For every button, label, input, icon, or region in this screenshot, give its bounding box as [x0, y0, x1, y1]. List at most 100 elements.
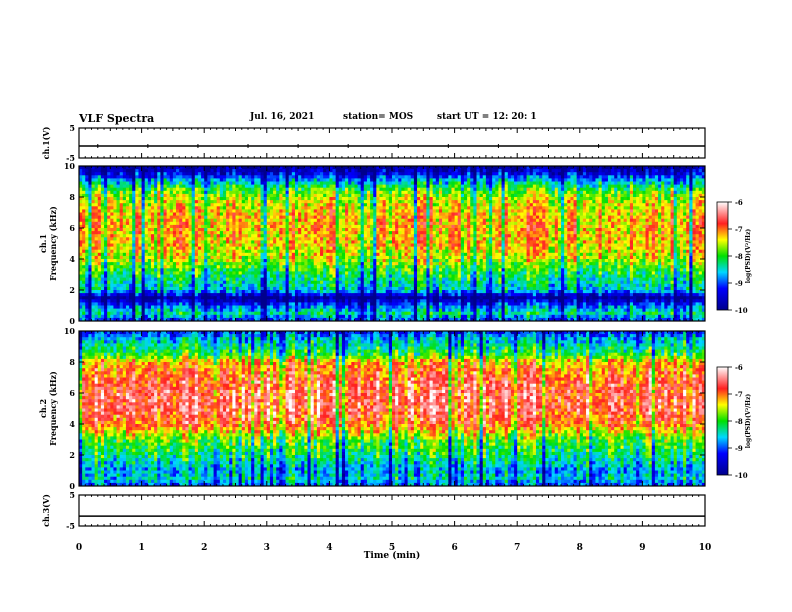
spectrogram-cell — [251, 178, 255, 182]
spectrogram-cell — [332, 296, 337, 300]
spectrogram-cell — [201, 259, 205, 263]
spectrogram-cell — [263, 215, 268, 220]
spectrogram-cell — [329, 224, 333, 229]
spectrogram-cell — [376, 271, 380, 275]
spectrogram-cell — [104, 206, 108, 210]
spectrogram-cell — [207, 274, 211, 278]
spectrogram-cell — [323, 231, 327, 235]
spectrogram-cell — [376, 218, 380, 223]
spectrogram-cell — [338, 240, 343, 244]
spectrogram-cell — [82, 299, 86, 303]
spectrogram-cell — [163, 293, 168, 297]
spectrogram-cell — [166, 243, 171, 247]
spectrogram-cell — [219, 246, 224, 251]
spectrogram-cell — [172, 290, 177, 294]
spectrogram-cell — [288, 190, 293, 195]
spectrogram-cell — [104, 259, 108, 263]
spectrogram-cell — [79, 221, 83, 226]
spectrogram-cell — [323, 317, 327, 322]
spectrogram-cell — [376, 314, 380, 319]
spectrogram-cell — [282, 224, 286, 229]
spectrogram-cell — [194, 317, 199, 322]
spectrogram-cell — [132, 252, 136, 257]
spectrogram-cell — [304, 221, 308, 226]
spectrogram-cell — [119, 296, 124, 300]
spectrogram-cell — [116, 175, 121, 179]
spectrogram-cell — [166, 237, 171, 241]
spectrogram-cell — [238, 218, 243, 223]
spectrogram-cell — [251, 172, 255, 176]
spectrogram-cell — [197, 243, 202, 247]
spectrogram-cell — [163, 280, 168, 285]
spectrogram-cell — [323, 209, 327, 213]
spectrogram-cell — [323, 197, 327, 201]
spectrogram-cell — [298, 218, 302, 223]
spectrogram-cell — [282, 277, 286, 282]
spectrogram-cell — [141, 302, 146, 306]
spectrogram-cell — [335, 277, 340, 282]
spectrogram-cell — [382, 265, 387, 269]
spectrogram-cell — [357, 200, 362, 204]
spectrogram-cell — [244, 215, 249, 220]
spectrogram-cell — [232, 255, 236, 260]
spectrogram-cell — [110, 228, 114, 232]
spectrogram-cell — [385, 197, 390, 201]
spectrogram-cell — [260, 215, 265, 220]
spectrogram-cell — [307, 228, 312, 232]
spectrogram-cell — [163, 296, 168, 300]
spectrogram-cell — [307, 184, 312, 189]
spectrogram-cell — [169, 302, 174, 306]
spectrogram-cell — [88, 175, 92, 179]
spectrogram-cell — [88, 255, 92, 260]
spectrogram-cell — [163, 243, 168, 247]
spectrogram-cell — [382, 240, 387, 244]
spectrogram-cell — [201, 187, 205, 192]
spectrogram-cell — [257, 200, 261, 204]
spectrogram-cell — [219, 234, 224, 238]
spectrogram-cell — [254, 197, 258, 201]
spectrogram-cell — [219, 283, 224, 288]
spectrogram-cell — [144, 302, 149, 306]
spectrogram-cell — [291, 271, 296, 275]
spectrogram-cell — [373, 212, 377, 216]
spectrogram-cell — [154, 221, 158, 226]
spectrogram-cell — [366, 259, 371, 263]
spectrogram-cell — [376, 252, 380, 257]
spectrogram-cell — [254, 311, 258, 316]
spectrogram-cell — [323, 302, 327, 306]
spectrogram-cell — [94, 224, 99, 229]
spectrogram-cell — [276, 234, 280, 238]
spectrogram-cell — [188, 302, 193, 306]
spectrogram-cell — [263, 234, 268, 238]
spectrogram-cell — [207, 237, 211, 241]
spectrogram-cell — [257, 283, 261, 288]
spectrogram-cell — [97, 311, 102, 316]
spectrogram-cell — [360, 283, 365, 288]
spectrogram-cell — [122, 187, 127, 192]
spectrogram-cell — [154, 224, 158, 229]
spectrogram-cell — [238, 209, 243, 213]
spectrogram-cell — [116, 181, 121, 185]
spectrogram-cell — [185, 193, 189, 198]
spectrogram-cell — [263, 290, 268, 294]
spectrogram-cell — [172, 231, 177, 235]
spectrogram-cell — [185, 215, 189, 220]
spectrogram-cell — [285, 206, 290, 210]
spectrogram-cell — [107, 265, 111, 269]
spectrogram-cell — [357, 280, 362, 285]
spectrogram-cell — [226, 169, 230, 173]
spectrogram-cell — [160, 280, 164, 285]
spectrogram-cell — [188, 197, 193, 201]
spectrogram-cell — [154, 271, 158, 275]
spectrogram-cell — [235, 190, 240, 195]
spectrogram-cell — [100, 259, 105, 263]
spectrogram-cell — [207, 283, 211, 288]
spectrogram-cell — [335, 293, 340, 297]
spectrogram-cell — [138, 246, 142, 251]
spectrogram-cell — [257, 305, 261, 309]
spectrogram-cell — [125, 299, 130, 303]
spectrogram-cell — [316, 277, 321, 282]
spectrogram-cell — [323, 175, 327, 179]
spectrogram-cell — [379, 172, 384, 176]
spectrogram-cell — [116, 268, 121, 272]
